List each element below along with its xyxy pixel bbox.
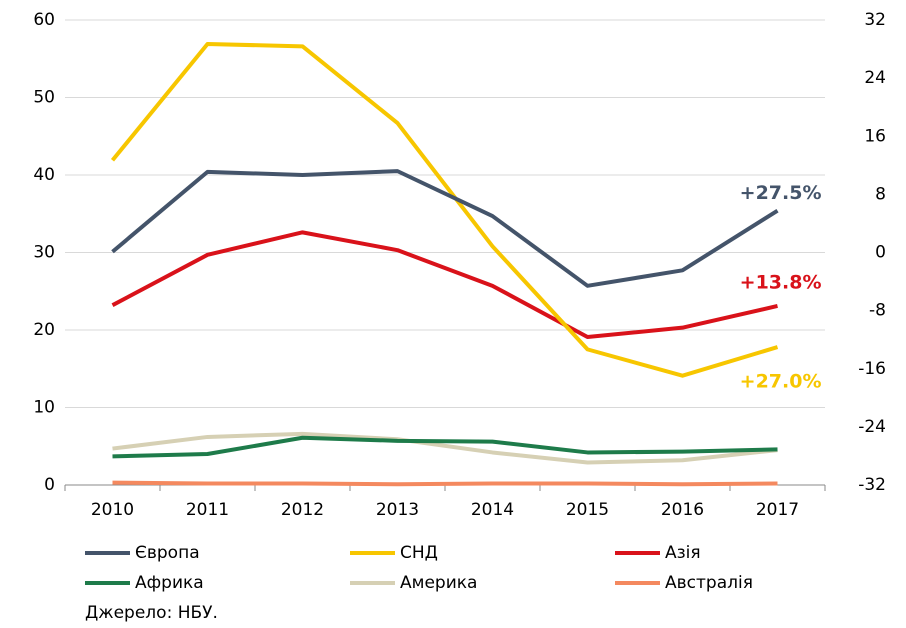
x-tick-label: 2014 — [471, 500, 514, 520]
x-tick-label: 2010 — [91, 500, 134, 520]
y2-tick-label: 16 — [864, 126, 886, 146]
y2-tick-label: -8 — [869, 301, 886, 321]
x-tick-label: 2012 — [281, 500, 324, 520]
legend-label: Африка — [135, 573, 204, 593]
x-tick-label: 2011 — [186, 500, 229, 520]
y2-tick-label: 0 — [875, 243, 886, 263]
annotation: +13.8% — [740, 271, 822, 293]
x-tick-label: 2013 — [376, 500, 419, 520]
annotation: +27.0% — [740, 371, 822, 393]
legend-label: Америка — [400, 573, 477, 593]
legend-label: СНД — [400, 543, 438, 563]
y2-tick-label: -24 — [858, 417, 886, 437]
series-line — [112, 480, 778, 487]
series-line — [111, 169, 779, 288]
y-tick-label: 20 — [33, 320, 55, 340]
y2-tick-label: 8 — [875, 184, 886, 204]
x-tick-label: 2016 — [661, 500, 704, 520]
series-line — [112, 431, 778, 465]
series-line — [112, 435, 778, 459]
y-tick-label: 0 — [44, 475, 55, 495]
y2-tick-label: -16 — [858, 359, 886, 379]
legend-label: Європа — [135, 543, 200, 563]
series-line — [110, 42, 779, 378]
legend-label: Азія — [665, 543, 701, 563]
y-tick-label: 30 — [33, 243, 55, 263]
x-tick-label: 2017 — [756, 500, 799, 520]
legend-label: Австралія — [665, 573, 753, 593]
x-tick-label: 2015 — [566, 500, 609, 520]
annotation: +27.5% — [740, 182, 822, 204]
y-tick-label: 60 — [33, 10, 55, 30]
y-tick-label: 40 — [33, 165, 55, 185]
series-line — [111, 230, 778, 339]
y2-tick-label: 24 — [864, 68, 886, 88]
y2-tick-label: 32 — [864, 10, 886, 30]
y-tick-label: 10 — [33, 398, 55, 418]
y-tick-label: 50 — [33, 88, 55, 108]
source: Джерело: НБУ. — [85, 603, 218, 623]
y2-tick-label: -32 — [858, 475, 886, 495]
